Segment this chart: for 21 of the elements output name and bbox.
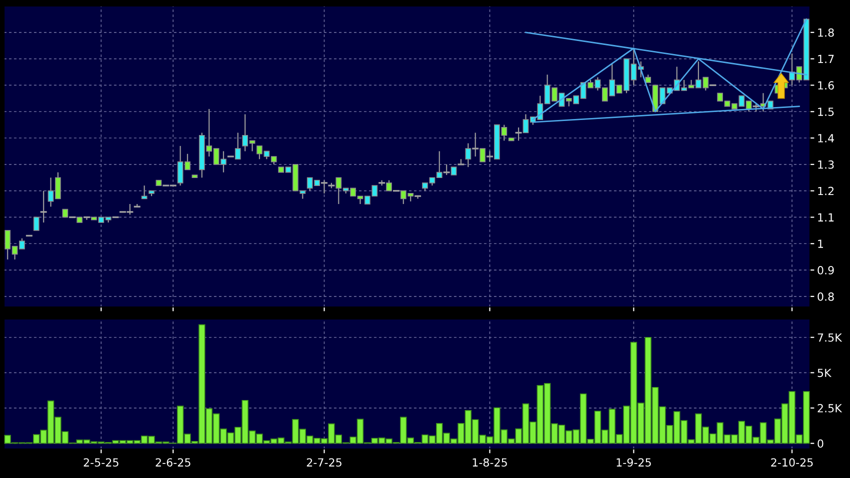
y-tick-label: 1.3 [818,160,834,169]
y-tick-label: 1.8 [818,28,834,37]
y-tick-label: 1.1 [818,213,834,222]
y-tick-label: 0.8 [818,292,834,301]
y-tick-label: 7.5K [818,333,842,342]
y-tick-label: 1.7 [818,54,834,64]
y-tick-label: 0 [818,439,824,448]
y-tick-label: 1 [818,240,823,248]
y-tick-label: 1.5 [818,108,834,116]
y-tick-label: 1.4 [818,134,834,142]
x-tick-label: 2-5-25 [84,458,118,467]
x-tick-label: 2-10-25 [771,458,813,467]
y-tick-label: 0.9 [818,266,834,274]
x-tick-label: 2-7-25 [306,458,342,467]
y-tick-label: 2.5K [818,404,842,412]
y-tick-label: 5K [818,368,832,378]
y-tick-label: 1.6 [818,81,834,90]
y-tick-label: 1.2 [818,186,834,196]
x-tick-label: 1-8-25 [472,458,507,467]
x-tick-label: 1-9-25 [616,458,651,467]
x-tick-label: 2-6-25 [156,458,190,467]
